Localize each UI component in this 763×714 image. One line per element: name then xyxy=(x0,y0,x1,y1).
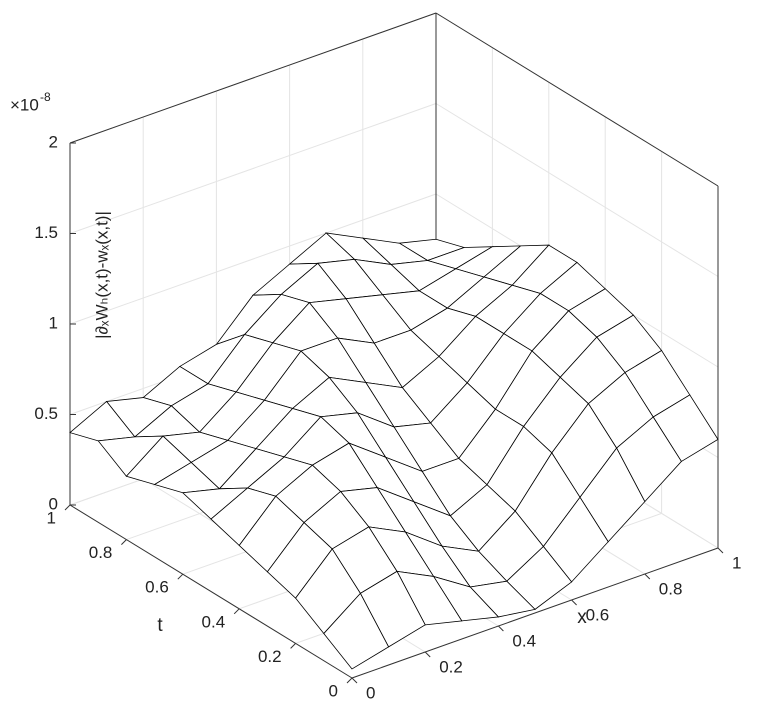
grid-line xyxy=(69,103,437,234)
grid-line xyxy=(435,103,719,277)
t-axis xyxy=(69,504,353,679)
x-tick xyxy=(571,599,577,606)
x-tick xyxy=(351,677,358,684)
x-tick-label: 0 xyxy=(366,683,375,702)
x-tick xyxy=(424,651,431,658)
y-tick xyxy=(233,608,240,615)
z-tick-label: 2 xyxy=(49,132,58,151)
z-axis-label: |∂ₓWₕ(x,t)-wₓ(x,t)| xyxy=(92,211,111,339)
box-edge xyxy=(69,12,437,144)
z-multiplier: ×10 xyxy=(10,95,39,114)
y-tick-label: 0.4 xyxy=(202,612,226,631)
surface xyxy=(69,232,719,670)
x-tick-label: 0.4 xyxy=(512,631,536,650)
y-tick xyxy=(64,504,71,511)
y-tick xyxy=(290,643,296,649)
y-tick xyxy=(121,539,127,545)
y-tick xyxy=(177,573,184,580)
y-tick-label: 0.2 xyxy=(258,647,282,666)
x-tick xyxy=(498,625,504,632)
y-tick-label: 1 xyxy=(47,508,56,527)
y-tick-label: 0.6 xyxy=(145,578,169,597)
x-tick xyxy=(717,547,724,554)
surface-cell xyxy=(323,592,390,670)
z-tick-label: 1.5 xyxy=(34,223,58,242)
y-tick xyxy=(346,677,353,684)
z-tick-label: 0 xyxy=(49,494,58,513)
x-tick-label: 0.2 xyxy=(439,657,463,676)
x-tick-label: 0.8 xyxy=(659,579,683,598)
x-axis-label: x xyxy=(577,607,587,628)
x-tick-label: 1 xyxy=(732,553,741,572)
x-axis xyxy=(351,547,719,679)
z-tick-label: 0.5 xyxy=(34,404,58,423)
y-tick-label: 0 xyxy=(329,681,338,700)
y-tick-label: 0.8 xyxy=(89,543,113,562)
t-axis-label: t xyxy=(157,615,163,636)
x-tick-label: 0.6 xyxy=(586,605,610,624)
z-multiplier-exponent: -8 xyxy=(40,90,51,104)
x-tick xyxy=(644,573,651,580)
box-edge xyxy=(435,12,719,187)
grid-line xyxy=(69,193,437,325)
z-tick-label: 1 xyxy=(49,313,58,332)
